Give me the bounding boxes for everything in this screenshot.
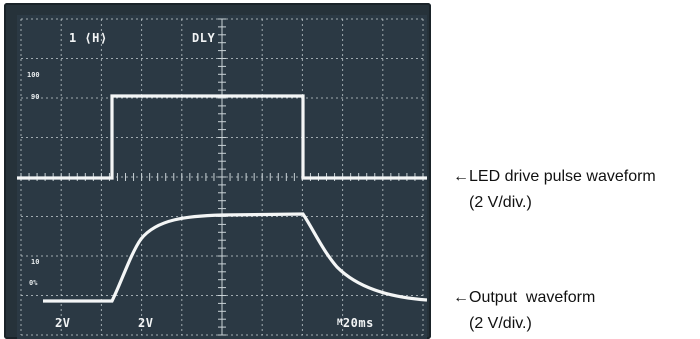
timebase-value: 20ms [343, 316, 374, 330]
output-annotation-unit: (2 V/div.) [469, 315, 532, 332]
level-marker-90: 90 [31, 93, 39, 101]
channel-label: 1 ⟨H⟩ [69, 31, 108, 45]
oscilloscope-display: 1 ⟨H⟩ DLY 100 90 10 0% 2V 2V M20ms [17, 18, 427, 336]
led-drive-pulse-trace [17, 94, 427, 180]
led-annotation-label: ←LED drive pulse waveform [453, 168, 656, 185]
level-marker-100: 100 [27, 71, 40, 79]
led-annotation-unit: (2 V/div.) [469, 194, 532, 211]
timebase-prefix: M [337, 318, 343, 328]
oscilloscope-bezel: 1 ⟨H⟩ DLY 100 90 10 0% 2V 2V M20ms [4, 3, 431, 339]
delay-mode-label: DLY [192, 31, 215, 45]
level-marker-10: 10 [31, 258, 39, 266]
ch1-scale-readout: 2V [55, 316, 70, 330]
ch2-scale-readout: 2V [138, 316, 153, 330]
timebase-readout: M20ms [337, 316, 374, 330]
led-annotation: ←LED drive pulse waveform (2 V/div.) [453, 164, 698, 216]
level-marker-0: 0% [29, 279, 38, 287]
output-annotation-label: ←Output waveform [453, 289, 596, 306]
oscilloscope-screen: 1 ⟨H⟩ DLY 100 90 10 0% 2V 2V M20ms [17, 15, 427, 339]
output-annotation: ←Output waveform (2 V/div.) [453, 285, 698, 337]
output-waveform-trace [43, 212, 427, 303]
